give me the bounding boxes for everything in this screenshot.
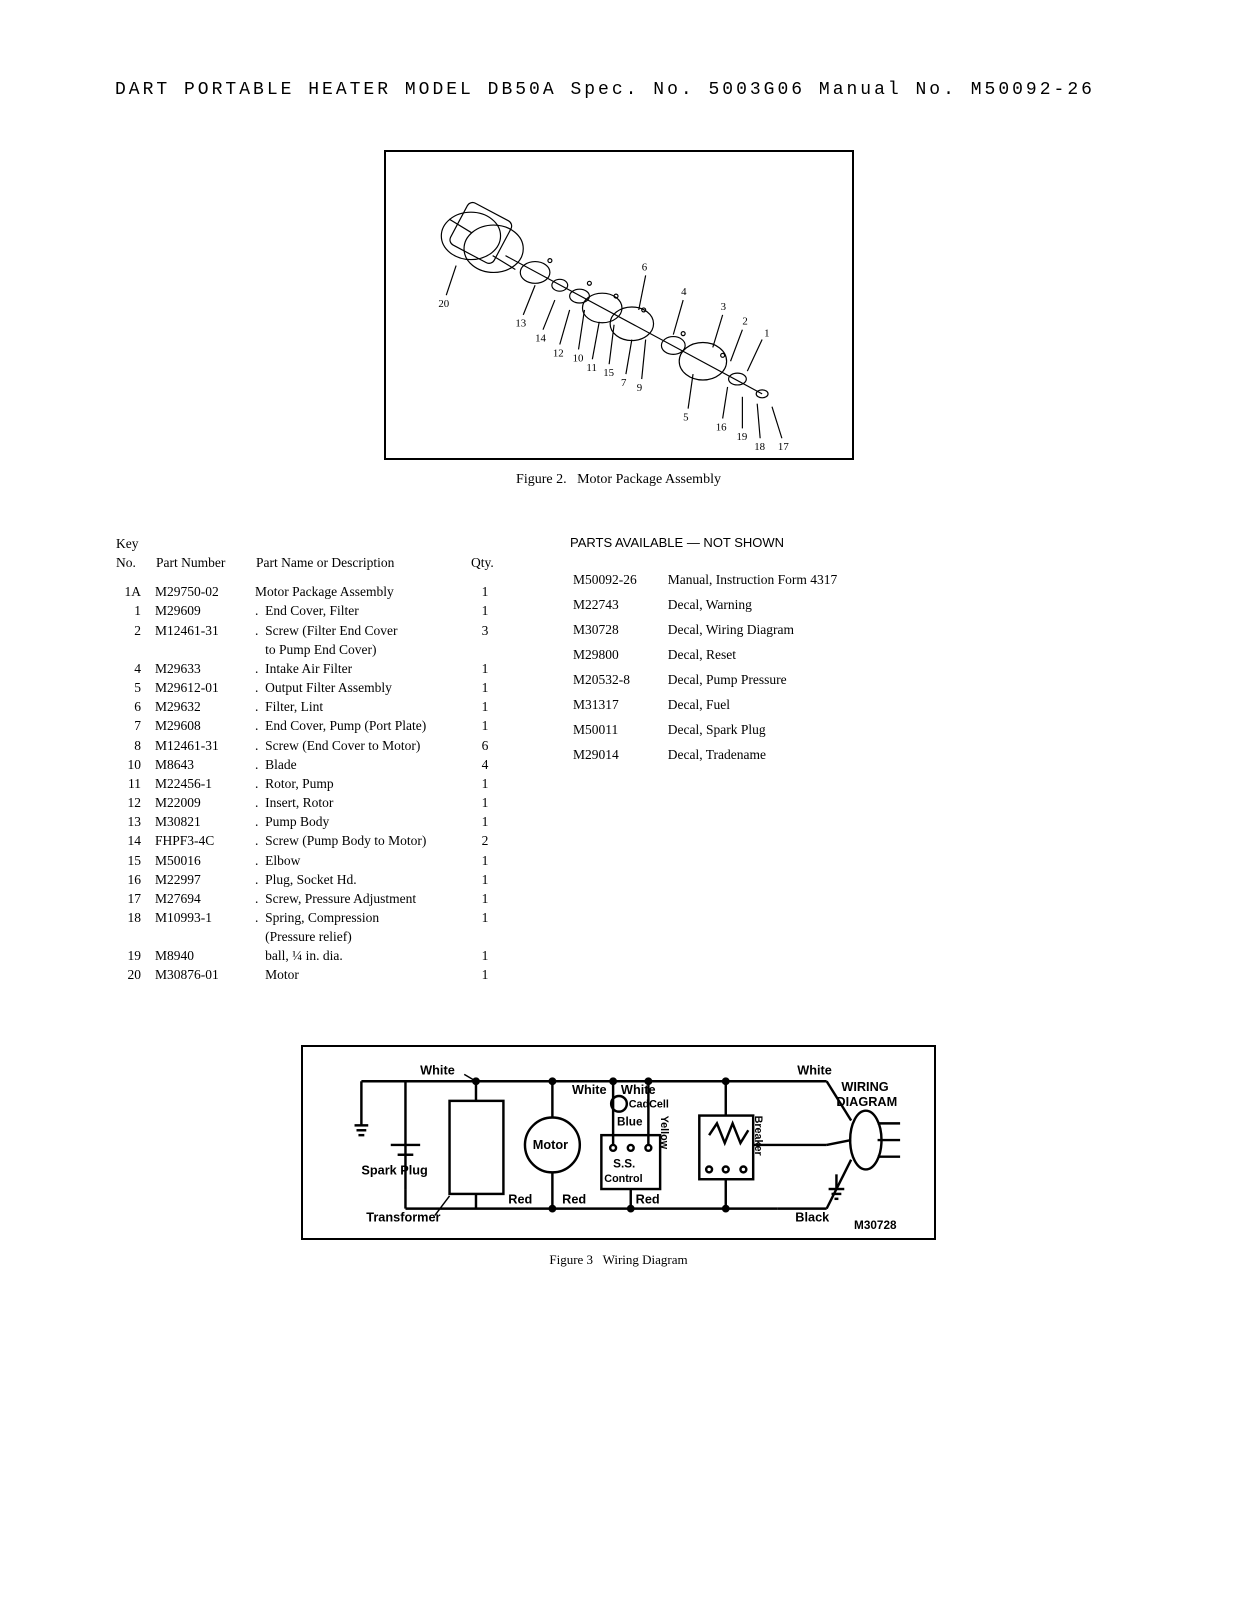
svg-text:4: 4 <box>681 286 687 298</box>
parts-available: PARTS AVAILABLE — NOT SHOWN M50092-26Man… <box>570 533 867 985</box>
table-row: 7M29608. End Cover, Pump (Port Plate)1 <box>115 716 500 735</box>
svg-text:Blue: Blue <box>617 1115 643 1128</box>
table-row: 13M30821. Pump Body1 <box>115 812 500 831</box>
svg-text:18: 18 <box>754 441 765 453</box>
svg-text:13: 13 <box>515 318 526 330</box>
table-row: 4M29633. Intake Air Filter1 <box>115 659 500 678</box>
doc-header: DART PORTABLE HEATER MODEL DB50A Spec. N… <box>115 80 1122 100</box>
table-row: 14FHPF3-4C. Screw (Pump Body to Motor)2 <box>115 831 500 850</box>
svg-text:19: 19 <box>736 431 747 443</box>
fig2-text: Motor Package Assembly <box>577 472 721 487</box>
table-row: 18M10993-1. Spring, Compression (Pressur… <box>115 908 500 946</box>
svg-text:2: 2 <box>742 316 747 328</box>
svg-text:Spark Plug: Spark Plug <box>361 1162 427 1177</box>
table-row: M50092-26Manual, Instruction Form 4317 <box>572 569 865 592</box>
figure-3-caption: Figure 3 Wiring Diagram <box>115 1252 1122 1268</box>
table-row: 1M29609. End Cover, Filter1 <box>115 601 500 620</box>
svg-text:14: 14 <box>535 333 546 345</box>
th-qty: Qty. <box>470 533 500 582</box>
figure-3-box: White White White White CadCell Blue Yel… <box>301 1045 936 1240</box>
table-row: M30728Decal, Wiring Diagram <box>572 619 865 642</box>
svg-text:Red: Red <box>562 1191 586 1206</box>
table-row: M50011Decal, Spark Plug <box>572 719 865 742</box>
th-desc: Part Name or Description <box>255 533 470 582</box>
parts-list-table: Key No. Part Number Part Name or Descrip… <box>115 533 500 985</box>
fig2-label: Figure 2. <box>516 472 567 487</box>
table-row: 20M30876-01 Motor1 <box>115 965 500 984</box>
table-row: 2M12461-31. Screw (Filter End Cover to P… <box>115 621 500 659</box>
svg-text:7: 7 <box>620 377 626 389</box>
table-row: 16M22997. Plug, Socket Hd.1 <box>115 870 500 889</box>
table-row: 8M12461-31. Screw (End Cover to Motor)6 <box>115 736 500 755</box>
table-row: M29800Decal, Reset <box>572 644 865 667</box>
svg-text:CadCell: CadCell <box>629 1098 669 1110</box>
svg-text:16: 16 <box>715 421 726 433</box>
svg-text:1: 1 <box>764 328 769 340</box>
table-row: 11M22456-1. Rotor, Pump1 <box>115 774 500 793</box>
table-row: M31317Decal, Fuel <box>572 694 865 717</box>
figure-2-box: 20 13 14 12 10 11 15 7 9 6 4 5 3 2 1 16 … <box>384 150 854 460</box>
svg-text:Black: Black <box>795 1209 830 1224</box>
table-row: M29014Decal, Tradename <box>572 744 865 767</box>
svg-text:Transformer: Transformer <box>366 1209 440 1224</box>
svg-text:3: 3 <box>720 301 725 313</box>
table-row: M20532-8Decal, Pump Pressure <box>572 669 865 692</box>
svg-text:S.S.: S.S. <box>613 1157 635 1170</box>
table-row: 12M22009. Insert, Rotor1 <box>115 793 500 812</box>
th-pn: Part Number <box>155 533 255 582</box>
svg-text:10: 10 <box>572 352 583 364</box>
svg-text:Red: Red <box>508 1191 532 1206</box>
fig3-text: Wiring Diagram <box>603 1252 688 1267</box>
svg-text:17: 17 <box>777 441 788 453</box>
table-row: 5M29612-01. Output Filter Assembly1 <box>115 678 500 697</box>
svg-text:20: 20 <box>438 298 449 310</box>
table-row: 15M50016. Elbow1 <box>115 851 500 870</box>
svg-text:White: White <box>572 1082 607 1097</box>
fig3-label: Figure 3 <box>549 1252 593 1267</box>
svg-text:WIRING: WIRING <box>841 1079 888 1094</box>
svg-text:15: 15 <box>603 367 614 379</box>
th-key: Key No. <box>115 533 155 582</box>
svg-text:White: White <box>420 1062 455 1077</box>
table-row: 1AM29750-02Motor Package Assembly1 <box>115 582 500 601</box>
svg-text:Motor: Motor <box>533 1136 568 1151</box>
svg-text:Breaker: Breaker <box>752 1115 764 1156</box>
svg-text:12: 12 <box>552 347 563 359</box>
svg-text:6: 6 <box>641 261 647 273</box>
table-row: 10M8643. Blade4 <box>115 755 500 774</box>
avail-title: PARTS AVAILABLE — NOT SHOWN <box>570 533 867 553</box>
table-row: M22743Decal, Warning <box>572 594 865 617</box>
table-row: 6M29632. Filter, Lint1 <box>115 697 500 716</box>
figure-2-caption: Figure 2. Motor Package Assembly <box>115 472 1122 488</box>
table-row: 19M8940 ball, ¼ in. dia.1 <box>115 946 500 965</box>
svg-text:White: White <box>621 1082 656 1097</box>
table-row: 17M27694. Screw, Pressure Adjustment1 <box>115 889 500 908</box>
svg-text:5: 5 <box>683 411 688 423</box>
svg-text:DIAGRAM: DIAGRAM <box>836 1093 897 1108</box>
svg-text:Yellow: Yellow <box>658 1115 670 1149</box>
svg-text:9: 9 <box>636 382 641 394</box>
svg-text:M30728: M30728 <box>854 1219 897 1232</box>
svg-text:Red: Red <box>636 1191 660 1206</box>
svg-text:Control: Control <box>604 1173 642 1185</box>
svg-text:11: 11 <box>586 362 596 374</box>
svg-text:White: White <box>797 1062 832 1077</box>
